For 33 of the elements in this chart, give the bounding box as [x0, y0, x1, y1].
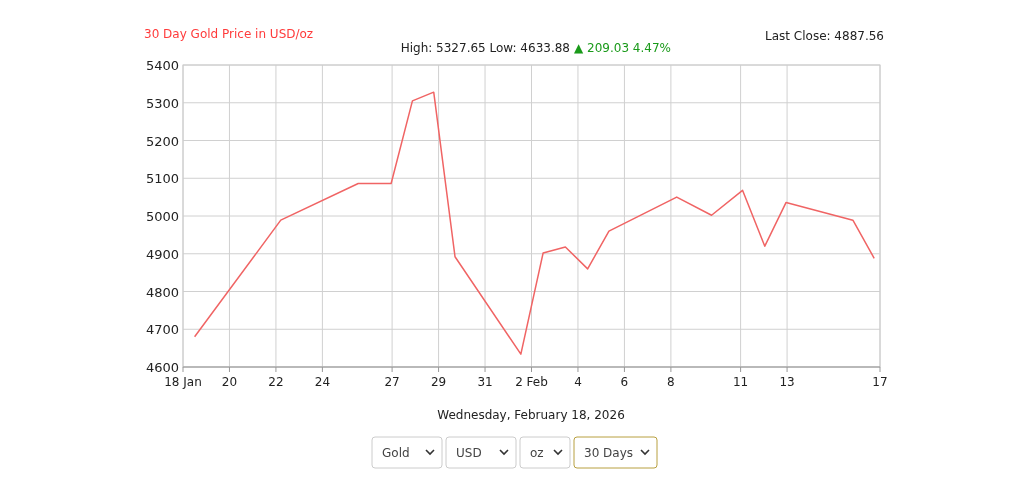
x-tick-label: 29	[430, 375, 447, 389]
y-tick-label: 4600	[145, 360, 179, 375]
dropdown: USD	[445, 436, 517, 469]
chart-subtitle: High: 5327.65 Low: 4633.88	[400, 41, 570, 55]
x-tick-label: 11	[732, 375, 749, 389]
dropdown: Gold	[371, 436, 443, 469]
x-tick-label: 17	[872, 375, 888, 389]
x-tick-label: 18 Jan	[164, 375, 202, 389]
x-tick-label: 27	[384, 375, 400, 389]
y-tick-label: 5200	[145, 133, 179, 149]
dropdown: 30 Days	[573, 436, 658, 469]
x-tick-label: 2 Feb	[515, 375, 548, 389]
text: Wednesday, February 18, 2026	[437, 408, 625, 422]
x-tick-label: 13	[779, 375, 795, 389]
x-tick-label: 31	[477, 375, 493, 389]
chart-title: 30 Day Gold Price in USD/oz	[144, 27, 314, 41]
text: Last Close: 4887.56	[765, 29, 884, 43]
y-tick-label: 5400	[145, 58, 179, 73]
y-tick-label: 5000	[145, 209, 179, 224]
x-tick-label: 20	[221, 375, 238, 389]
y-tick-label: 5300	[145, 95, 179, 111]
line-series	[193, 91, 875, 355]
y-tick-label: 4700	[145, 322, 179, 338]
x-tick-label: 8	[667, 375, 675, 389]
y-tick-label: 4800	[145, 284, 179, 300]
y-tick-label: 5100	[145, 171, 179, 187]
x-tick-label: 4	[574, 375, 582, 389]
dropdown: oz	[519, 436, 571, 469]
x-tick-label: 24	[314, 375, 331, 389]
x-tick-label: 22	[268, 375, 284, 389]
x-tick-label: 6	[620, 375, 629, 389]
y-tick-label: 4900	[145, 246, 179, 262]
text: ▲ 209.03 4.47%	[574, 41, 671, 55]
